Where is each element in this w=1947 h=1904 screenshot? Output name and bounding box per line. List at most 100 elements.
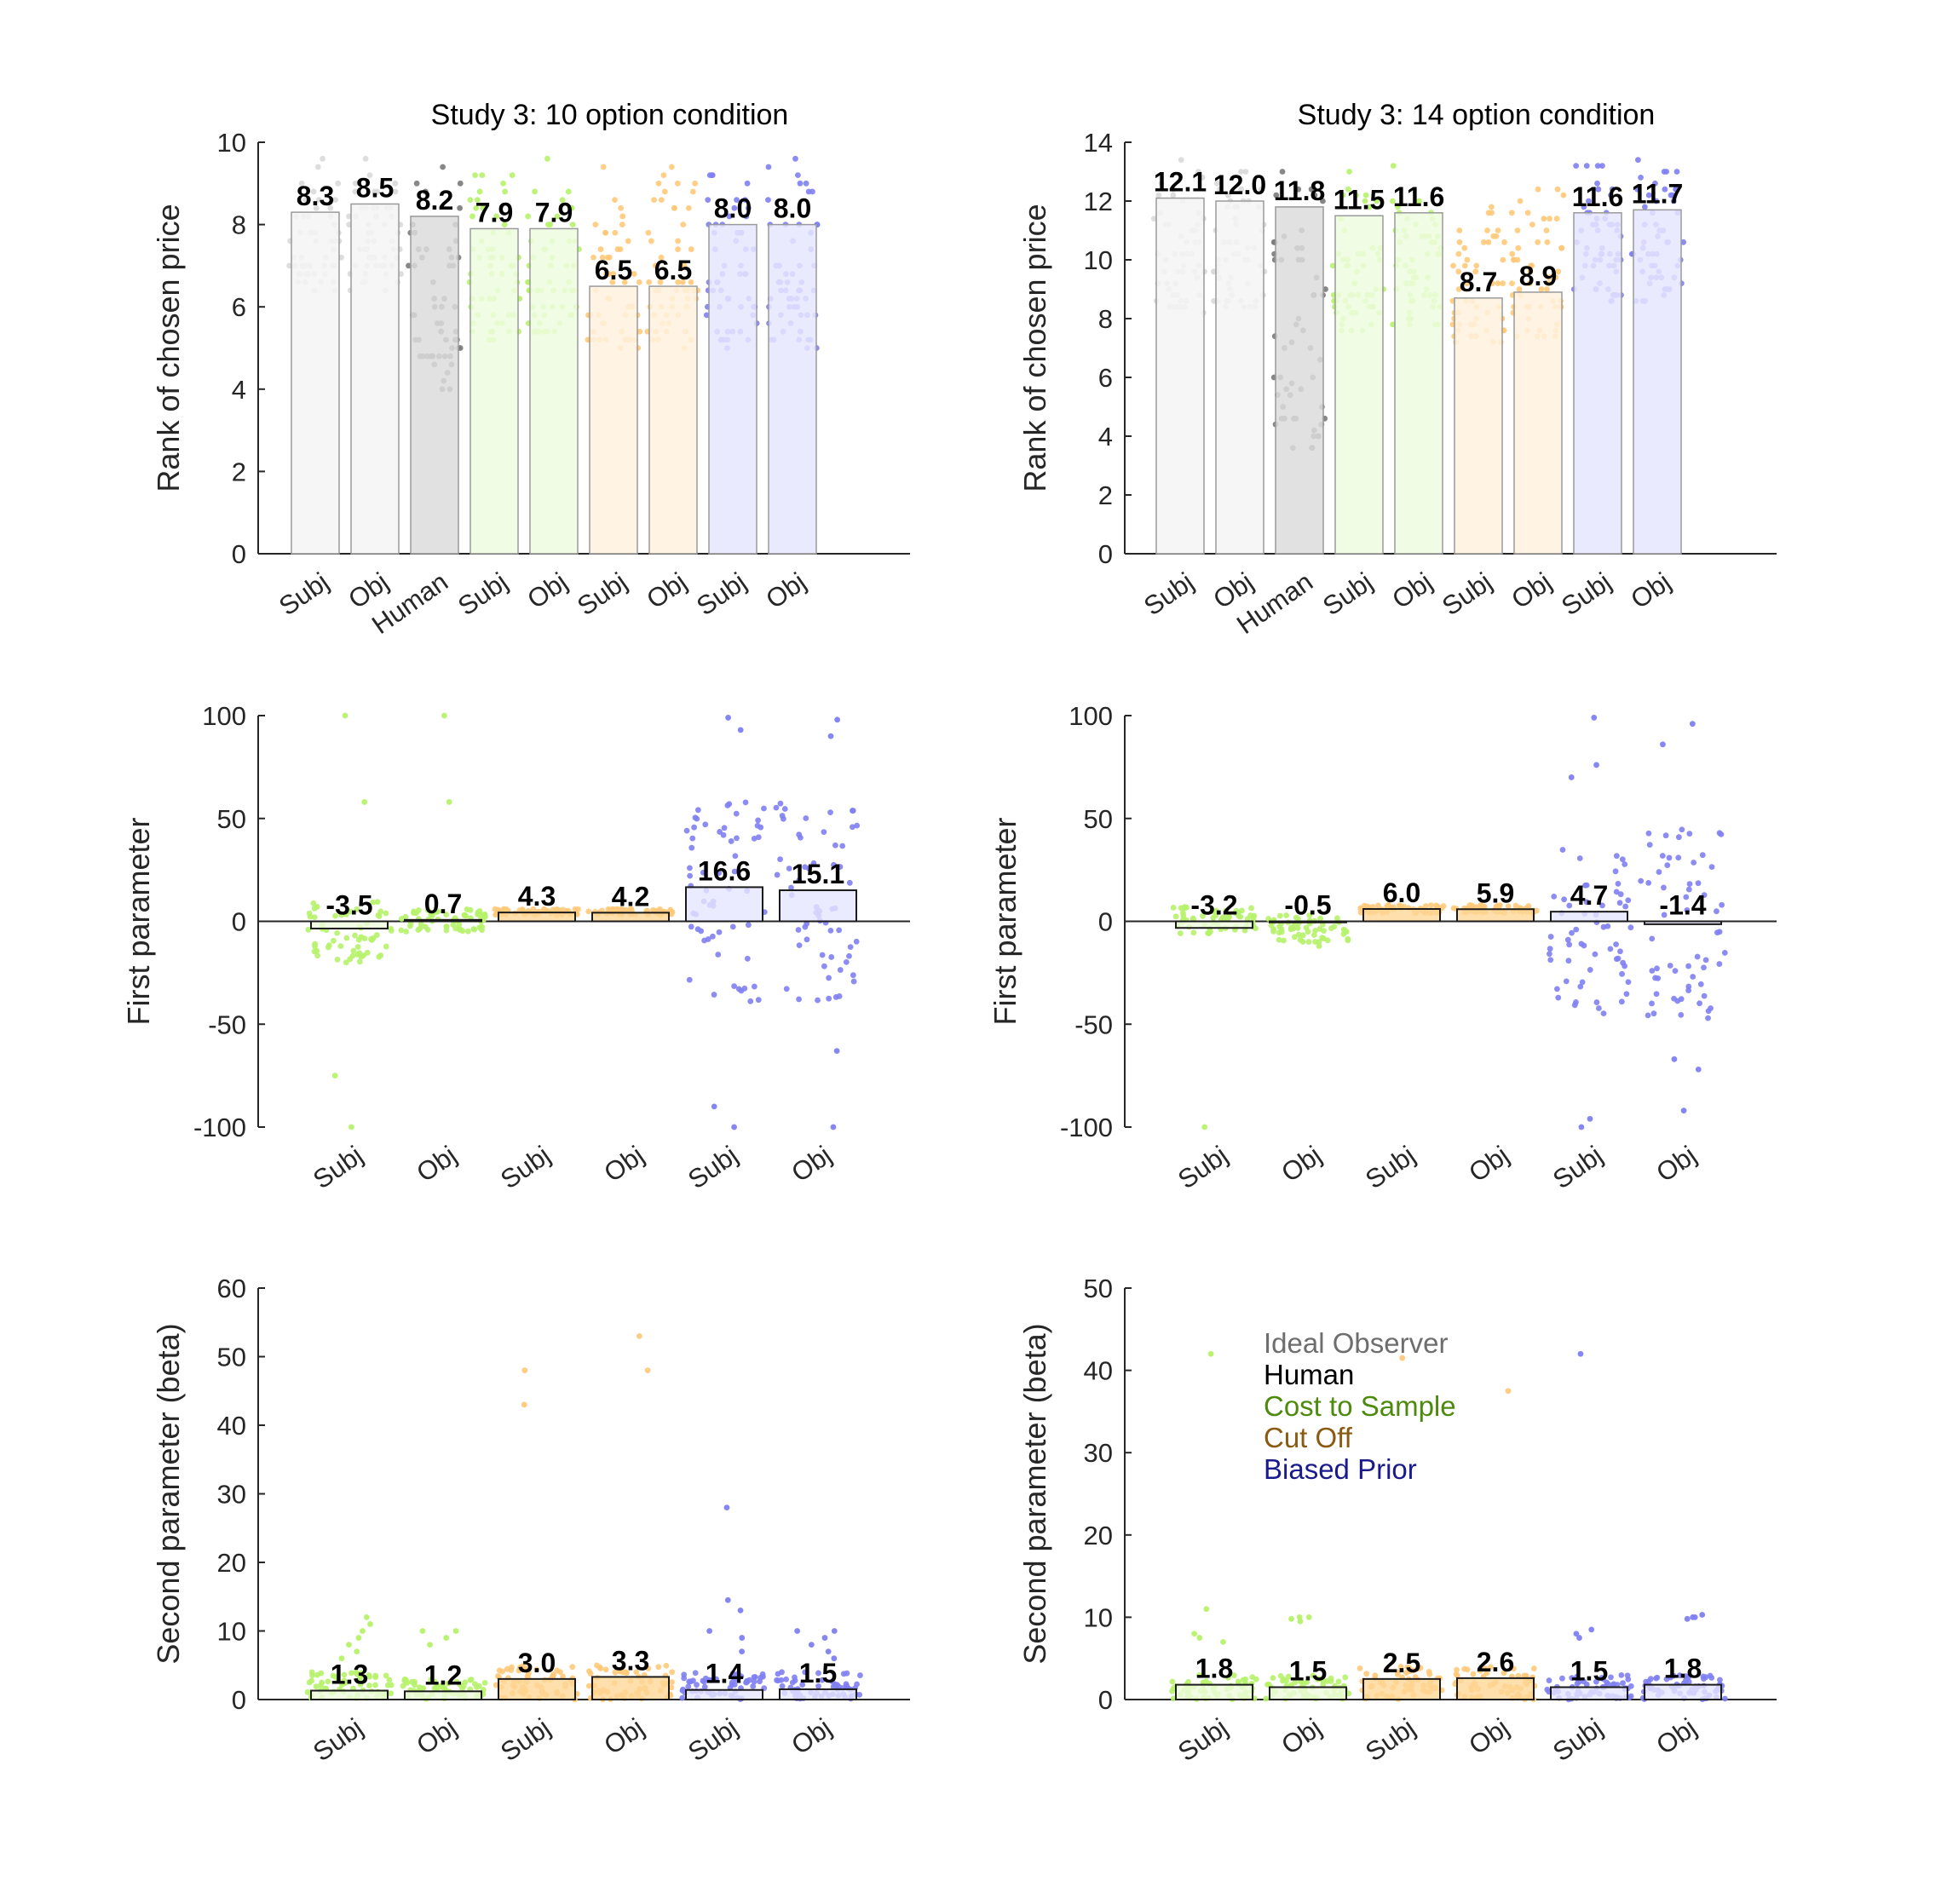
scatter-point xyxy=(710,933,716,940)
scatter-point xyxy=(1613,941,1619,947)
scatter-point xyxy=(1686,831,1693,837)
scatter-point xyxy=(1223,907,1230,914)
scatter-point xyxy=(338,912,345,918)
y-axis-label: First parameter xyxy=(988,817,1022,1025)
scatter-point xyxy=(660,172,667,179)
scatter-point xyxy=(560,1673,566,1680)
scatter-point xyxy=(674,180,681,187)
scatter-point xyxy=(680,1686,686,1693)
bar xyxy=(1456,908,1535,923)
scatter-point xyxy=(750,1683,757,1689)
y-tick-label: 6 xyxy=(232,292,246,322)
scatter-point xyxy=(1652,180,1658,187)
scatter-point xyxy=(1638,175,1644,181)
scatter-point xyxy=(1588,1626,1595,1633)
scatter-point xyxy=(779,1669,785,1676)
x-tick-label: Subj xyxy=(1360,1712,1420,1767)
scatter-point xyxy=(655,180,662,187)
scatter-point xyxy=(352,180,359,187)
scatter-point xyxy=(1346,169,1352,175)
x-tick-label: Obj xyxy=(786,1712,837,1760)
scatter-point xyxy=(1564,936,1571,943)
scatter-point xyxy=(1573,163,1580,170)
scatter-point xyxy=(1454,1666,1460,1673)
x-tick-label: Subj xyxy=(691,567,752,621)
scatter-point xyxy=(1242,169,1249,175)
scatter-point xyxy=(600,164,607,170)
scatter-point xyxy=(1450,905,1457,912)
scatter-point xyxy=(675,279,682,285)
scatter-point xyxy=(311,948,318,955)
scatter-point xyxy=(1547,946,1553,952)
scatter-point xyxy=(1662,186,1668,193)
scatter-point xyxy=(739,1648,746,1655)
scatter-point xyxy=(614,246,621,252)
bar xyxy=(1334,215,1384,555)
scatter-point xyxy=(1517,198,1524,204)
scatter-point xyxy=(743,213,750,220)
scatter-point xyxy=(1300,1681,1307,1688)
scatter-point xyxy=(1362,198,1368,204)
scatter-point xyxy=(796,831,803,838)
scatter-point xyxy=(567,204,573,211)
scatter-point xyxy=(789,1679,796,1686)
scatter-point xyxy=(731,1124,737,1130)
scatter-point xyxy=(1178,157,1184,164)
x-tick-label: Obj xyxy=(786,1140,837,1188)
scatter-point xyxy=(525,213,532,220)
data-label: 11.7 xyxy=(1632,178,1684,209)
scatter-point xyxy=(1404,1664,1411,1671)
scatter-point xyxy=(1535,239,1541,245)
scatter-point xyxy=(1316,939,1322,945)
scatter-point xyxy=(1235,909,1241,916)
scatter-point xyxy=(1345,186,1351,193)
scatter-point xyxy=(688,923,694,930)
scatter-point xyxy=(694,815,700,822)
scatter-point xyxy=(687,872,694,879)
scatter-point xyxy=(1417,1665,1424,1671)
scatter-point xyxy=(1551,893,1558,900)
scatter-point xyxy=(1649,968,1656,974)
scatter-point xyxy=(501,221,508,227)
scatter-point xyxy=(1598,163,1605,170)
scatter-point xyxy=(1669,192,1676,198)
scatter-point xyxy=(354,944,361,950)
scatter-point xyxy=(1595,186,1602,193)
scatter-point xyxy=(777,800,784,807)
scatter-point xyxy=(1240,1677,1247,1683)
scatter-point xyxy=(372,1674,378,1681)
scatter-point xyxy=(476,924,483,931)
scatter-point xyxy=(1663,1676,1670,1683)
scatter-point xyxy=(1196,1672,1202,1678)
scatter-point xyxy=(474,197,481,204)
data-label: 8.7 xyxy=(1460,267,1497,297)
scatter-point xyxy=(808,1642,815,1648)
scatter-point xyxy=(306,1679,313,1686)
scatter-point xyxy=(312,943,318,950)
scatter-point xyxy=(1305,929,1311,935)
scatter-point xyxy=(1287,924,1294,931)
scatter-point xyxy=(1210,914,1217,921)
scatter-point xyxy=(1273,192,1280,198)
scatter-point xyxy=(1578,940,1585,947)
x-tick-label: Obj xyxy=(598,1140,649,1188)
scatter-point xyxy=(286,262,292,269)
scatter-point xyxy=(401,1677,408,1684)
data-label: 1.4 xyxy=(706,1659,744,1689)
scatter-point xyxy=(636,1332,642,1339)
scatter-group-6 xyxy=(1638,721,1728,1114)
data-label: 3.0 xyxy=(518,1648,556,1678)
y-tick-label: 40 xyxy=(217,1411,246,1441)
scatter-point xyxy=(337,943,344,950)
scatter-point xyxy=(734,1671,740,1678)
scatter-point xyxy=(1172,913,1179,920)
scatter-point xyxy=(1489,280,1495,286)
scatter-point xyxy=(350,947,357,954)
scatter-point xyxy=(815,1670,821,1677)
x-tick-label: Subj xyxy=(495,1712,556,1767)
y-axis-label: Rank of chosen price xyxy=(151,204,186,492)
scatter-point xyxy=(692,1670,699,1677)
scatter-point xyxy=(364,949,371,956)
scatter-point xyxy=(725,715,731,721)
scatter-point xyxy=(1554,186,1561,193)
